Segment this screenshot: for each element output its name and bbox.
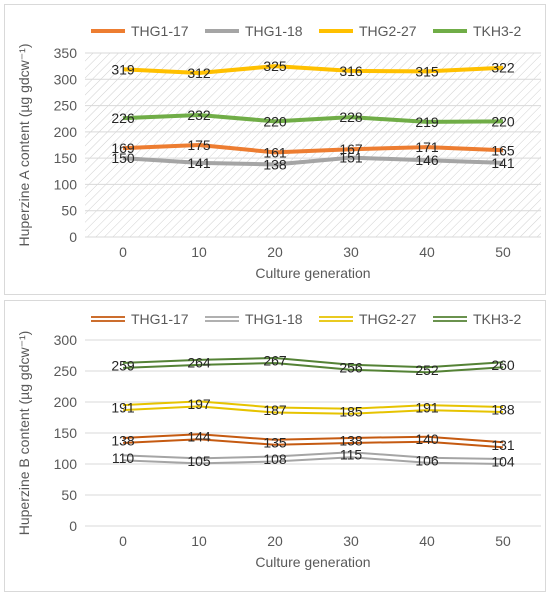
series-line-inner — [122, 358, 504, 372]
x-tick-label: 40 — [419, 533, 435, 549]
x-tick-label: 20 — [267, 244, 283, 260]
data-label: 138 — [339, 432, 363, 448]
data-label: 185 — [339, 403, 363, 419]
series-line-inner — [122, 453, 504, 464]
y-tick-label: 0 — [69, 518, 77, 534]
data-label: 141 — [491, 155, 515, 171]
x-tick-label: 0 — [119, 244, 127, 260]
y-tick-label: 0 — [69, 229, 77, 245]
data-label: 161 — [263, 144, 287, 160]
y-tick-label: 100 — [54, 176, 78, 192]
y-tick-label: 150 — [54, 425, 78, 441]
legend-label: TKH3-2 — [473, 23, 521, 39]
series-line-inner — [122, 435, 504, 447]
data-label: 220 — [491, 113, 515, 129]
legend-label: THG2-27 — [359, 23, 417, 39]
data-label: 232 — [187, 107, 211, 123]
series-line — [122, 64, 504, 75]
data-label: 259 — [111, 357, 135, 373]
data-label: 312 — [187, 65, 211, 81]
y-tick-label: 200 — [54, 124, 78, 140]
y-axis-title: Huperzine B content (µg gdcw⁻¹) — [16, 331, 32, 536]
data-label: 141 — [187, 155, 211, 171]
x-tick-label: 50 — [495, 244, 511, 260]
y-tick-label: 250 — [54, 98, 78, 114]
data-label: 135 — [263, 434, 287, 450]
chart-huperzine-b: 0 50 100 150 200 250 300 0 10 20 30 40 50 Culture gen… — [4, 300, 546, 592]
data-label: 138 — [263, 156, 287, 172]
legend-label: THG2-27 — [359, 311, 417, 327]
data-label: 191 — [415, 400, 439, 416]
x-axis-title: Culture generation — [255, 554, 370, 570]
y-tick-label: 350 — [54, 45, 78, 61]
y-tick-label: 100 — [54, 456, 78, 472]
legend-label: THG1-17 — [131, 23, 189, 39]
data-label: 167 — [339, 141, 363, 157]
data-label: 315 — [415, 63, 439, 79]
data-label: 146 — [415, 152, 439, 168]
data-label: 106 — [415, 452, 439, 468]
data-label: 144 — [187, 429, 211, 445]
legend-label: THG1-18 — [245, 23, 303, 39]
y-axis-title: Huperzine A content (µg gdcw⁻¹) — [16, 44, 32, 247]
data-label: 316 — [339, 63, 363, 79]
y-tick-label: 250 — [54, 363, 78, 379]
series-line-inner — [122, 402, 504, 413]
y-tick-label: 50 — [61, 487, 77, 503]
data-label: 260 — [491, 357, 515, 373]
data-label: 188 — [491, 401, 515, 417]
x-axis-title: Culture generation — [255, 265, 370, 281]
data-label: 140 — [415, 431, 439, 447]
data-label: 256 — [339, 359, 363, 375]
legend-label: THG1-18 — [245, 311, 303, 327]
data-label: 151 — [339, 150, 363, 166]
data-label: 175 — [187, 137, 211, 153]
series-line — [122, 113, 504, 124]
x-tick-label: 30 — [343, 533, 359, 549]
data-label: 169 — [111, 140, 135, 156]
data-label: 104 — [491, 454, 515, 470]
data-label: 165 — [491, 142, 515, 158]
x-tick-label: 0 — [119, 533, 127, 549]
data-label: 191 — [111, 400, 135, 416]
series-line — [122, 155, 504, 167]
data-label: 187 — [263, 402, 287, 418]
x-tick-label: 50 — [495, 533, 511, 549]
data-label: 171 — [415, 139, 439, 155]
legend-label: TKH3-2 — [473, 311, 521, 327]
x-tick-label: 10 — [191, 533, 207, 549]
huperzine-a-line-chart: 0 50 100 150 200 250 300 350 0 10 20 30 40 50 Culture … — [16, 23, 541, 281]
data-label: 322 — [491, 60, 515, 76]
chart-huperzine-a: 0 50 100 150 200 250 300 350 0 10 20 30 40 50 Culture … — [4, 4, 546, 295]
series-line — [122, 143, 504, 155]
data-label: 228 — [339, 109, 363, 125]
y-tick-label: 50 — [61, 203, 77, 219]
data-label: 226 — [111, 110, 135, 126]
data-label: 138 — [111, 432, 135, 448]
y-tick-label: 300 — [54, 332, 78, 348]
data-label: 110 — [112, 450, 135, 466]
data-label: 219 — [415, 114, 439, 130]
y-tick-label: 200 — [54, 394, 78, 410]
data-label: 105 — [187, 453, 211, 469]
data-label: 267 — [263, 352, 287, 368]
data-label: 108 — [263, 451, 287, 467]
data-label: 252 — [415, 362, 439, 378]
data-label: 115 — [340, 447, 363, 463]
data-label: 319 — [111, 61, 135, 77]
data-label: 264 — [187, 354, 211, 370]
legend-label: THG1-17 — [131, 311, 189, 327]
huperzine-b-line-chart: 0 50 100 150 200 250 300 0 10 20 30 40 50 Culture gen… — [16, 311, 541, 570]
x-tick-label: 40 — [419, 244, 435, 260]
data-label: 220 — [263, 113, 287, 129]
data-label: 325 — [263, 58, 287, 74]
x-tick-label: 10 — [191, 244, 207, 260]
y-tick-label: 150 — [54, 150, 78, 166]
y-tick-label: 300 — [54, 71, 78, 87]
x-tick-label: 30 — [343, 244, 359, 260]
data-label: 197 — [187, 396, 211, 412]
data-label: 131 — [491, 437, 515, 453]
data-label: 150 — [111, 150, 135, 166]
x-tick-label: 20 — [267, 533, 283, 549]
